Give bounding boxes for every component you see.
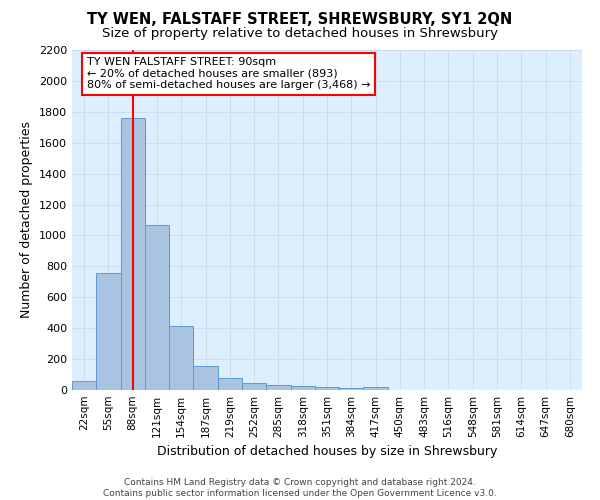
Bar bbox=[169, 326, 193, 390]
Bar bbox=[266, 384, 290, 390]
Bar bbox=[364, 387, 388, 390]
Bar bbox=[315, 387, 339, 390]
Bar bbox=[72, 380, 96, 390]
Bar bbox=[121, 118, 145, 390]
Text: TY WEN FALSTAFF STREET: 90sqm
← 20% of detached houses are smaller (893)
80% of : TY WEN FALSTAFF STREET: 90sqm ← 20% of d… bbox=[86, 57, 370, 90]
Bar bbox=[145, 226, 169, 390]
Bar bbox=[96, 272, 121, 390]
Text: TY WEN, FALSTAFF STREET, SHREWSBURY, SY1 2QN: TY WEN, FALSTAFF STREET, SHREWSBURY, SY1… bbox=[88, 12, 512, 28]
Bar bbox=[290, 386, 315, 390]
X-axis label: Distribution of detached houses by size in Shrewsbury: Distribution of detached houses by size … bbox=[157, 446, 497, 458]
Y-axis label: Number of detached properties: Number of detached properties bbox=[20, 122, 34, 318]
Bar bbox=[242, 383, 266, 390]
Bar bbox=[339, 388, 364, 390]
Bar bbox=[193, 366, 218, 390]
Text: Size of property relative to detached houses in Shrewsbury: Size of property relative to detached ho… bbox=[102, 28, 498, 40]
Text: Contains HM Land Registry data © Crown copyright and database right 2024.
Contai: Contains HM Land Registry data © Crown c… bbox=[103, 478, 497, 498]
Bar bbox=[218, 378, 242, 390]
